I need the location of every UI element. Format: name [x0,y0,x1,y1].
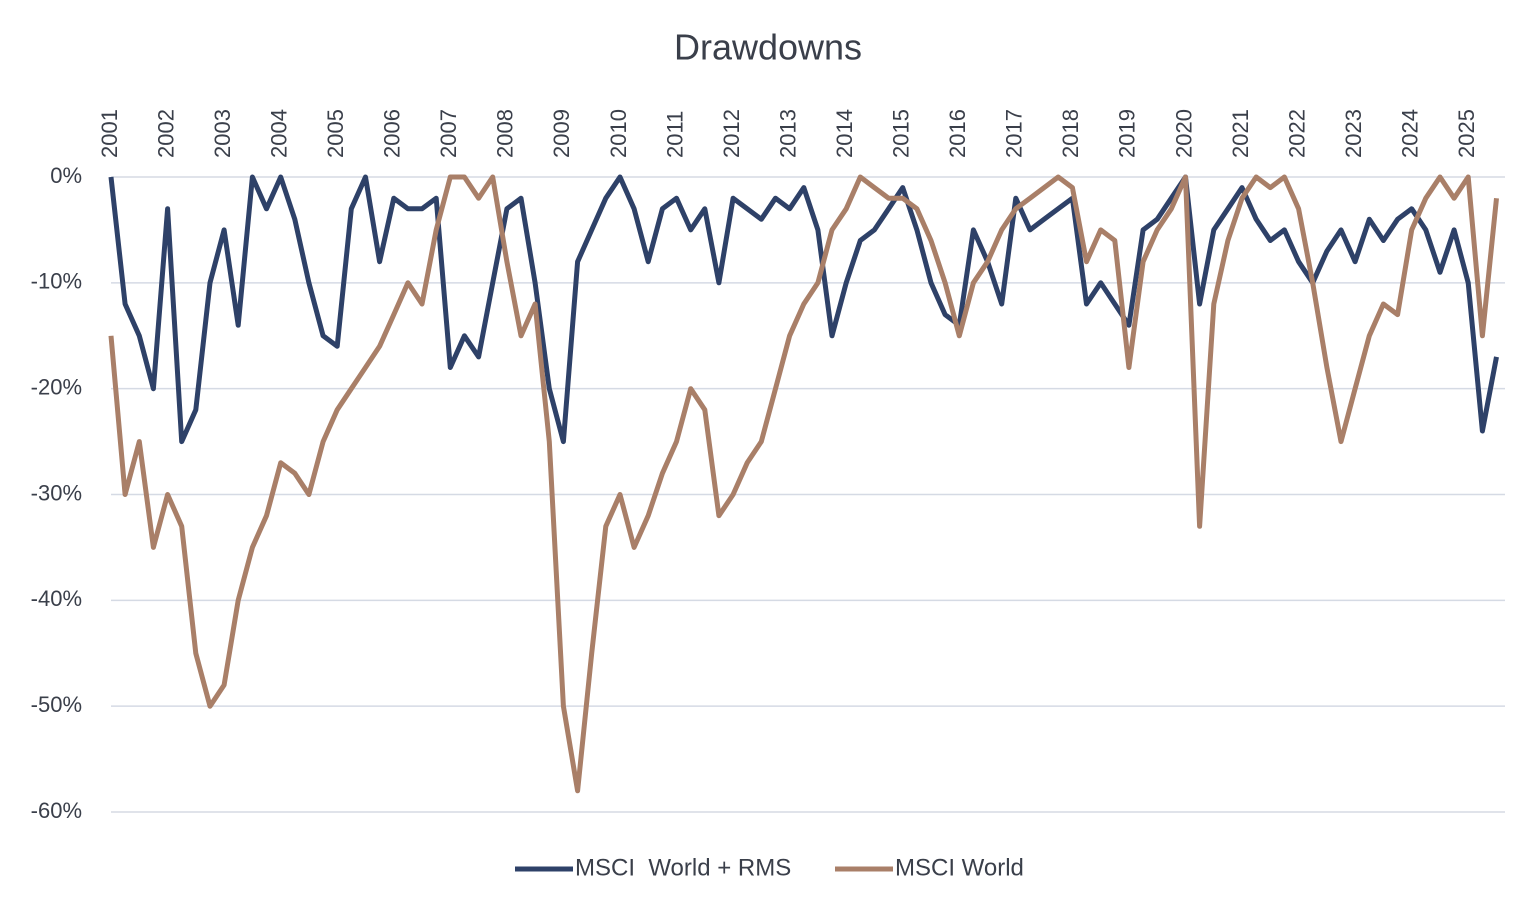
x-tick-label: 2007 [436,109,461,158]
x-tick-label: 2003 [210,109,235,158]
series-line [108,174,1499,445]
y-tick-label: -50% [31,692,82,717]
chart-title: Drawdowns [674,27,862,68]
y-tick-label: -30% [31,480,82,505]
x-tick-label: 2001 [97,109,122,158]
legend-label: MSCI World + RMS [575,854,791,881]
x-tick-label: 2025 [1454,109,1479,158]
x-tick-label: 2021 [1228,109,1253,158]
y-tick-label: -20% [31,374,82,399]
y-tick-label: -60% [31,798,82,823]
x-tick-label: 2011 [662,111,687,158]
y-tick-label: 0% [50,163,82,188]
x-tick-label: 2013 [775,109,800,158]
y-tick-label: -10% [31,269,82,294]
x-tick-label: 2020 [1171,109,1196,158]
x-tick-label: 2004 [266,109,291,158]
y-tick-label: -40% [31,586,82,611]
x-tick-label: 2023 [1341,109,1366,158]
x-tick-label: 2002 [153,109,178,158]
series-line [108,174,1499,794]
x-tick-label: 2016 [945,109,970,158]
x-tick-label: 2005 [323,109,348,158]
x-tick-label: 2015 [889,109,914,158]
x-tick-label: 2018 [1058,109,1083,158]
x-tick-label: 2006 [380,109,405,158]
x-tick-label: 2010 [606,109,631,158]
x-tick-label: 2017 [1002,109,1027,158]
x-tick-label: 2019 [1115,109,1140,158]
x-tick-label: 2014 [832,109,857,158]
x-tick-label: 2022 [1284,109,1309,158]
x-tick-label: 2009 [549,109,574,158]
legend-label: MSCI World [895,854,1024,881]
x-tick-label: 2008 [493,109,518,158]
x-tick-label: 2024 [1398,109,1423,158]
x-tick-label: 2012 [719,109,744,158]
